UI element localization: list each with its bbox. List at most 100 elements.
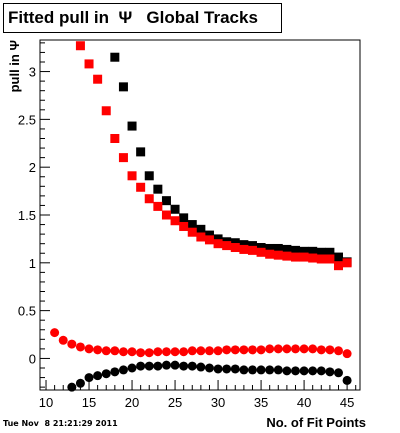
series-1-point — [161, 210, 171, 220]
series-1-point — [144, 194, 154, 204]
series-0-point — [308, 246, 318, 256]
series-2-point — [299, 344, 309, 354]
y-axis-label: pull in Ψ — [7, 40, 22, 92]
series-2-point — [179, 347, 189, 357]
series-3-point — [213, 364, 223, 374]
series-1-point — [333, 261, 343, 271]
series-1-point — [213, 239, 223, 249]
series-2-point — [333, 346, 343, 356]
series-3-point — [110, 367, 120, 377]
series-2-point — [247, 345, 257, 355]
series-0-point — [299, 246, 309, 256]
series-1-point — [247, 245, 257, 255]
series-0-point — [273, 243, 283, 253]
series-0-point — [170, 204, 180, 214]
series-1-point — [101, 106, 111, 116]
series-3-point — [75, 378, 85, 388]
series-1-point — [239, 244, 249, 254]
x-tick-label: 45 — [340, 395, 354, 410]
series-3-point — [290, 366, 300, 376]
x-tick-label: 40 — [297, 395, 311, 410]
series-3-point — [196, 362, 206, 372]
series-0-point — [265, 243, 275, 253]
series-1-point — [110, 133, 120, 143]
x-tick-label: 35 — [254, 395, 268, 410]
series-1-point — [118, 153, 128, 163]
axis-labels: 10 15 20 25 30 35 40 45 0 0.5 1 1.5 2 2.5 3 No. of Fit … — [7, 40, 366, 430]
timestamp-label: Tue Nov 8 21:21:29 2011 — [3, 419, 118, 428]
x-tick-label: 30 — [211, 395, 225, 410]
series-3-point — [101, 369, 111, 379]
series-3-point — [67, 382, 77, 392]
series-3-point — [230, 364, 240, 374]
series-3-point — [325, 367, 335, 377]
series-0-point — [204, 230, 214, 240]
series-3-point — [342, 375, 352, 385]
series-0-point — [316, 247, 326, 257]
series-3-point — [153, 361, 163, 371]
series-0-point — [161, 196, 171, 206]
series-3-point — [136, 361, 146, 371]
series-2-point — [222, 345, 232, 355]
series-1-point — [196, 232, 206, 242]
series-0-point — [144, 171, 154, 181]
data-points — [50, 41, 352, 392]
x-axis-label: No. of Fit Points — [266, 415, 366, 430]
series-0-point — [187, 220, 197, 230]
series-3-point — [93, 371, 103, 381]
series-1-point — [299, 252, 309, 262]
series-2-point — [118, 347, 128, 357]
series-0-point — [213, 234, 223, 244]
series-3-point — [179, 361, 189, 371]
series-1-point — [75, 41, 85, 51]
series-3-point — [204, 363, 214, 373]
series-3-point — [239, 365, 249, 375]
series-3-point — [118, 365, 128, 375]
series-3-point — [299, 366, 309, 376]
series-2-point — [325, 345, 335, 355]
series-3-point — [256, 365, 266, 375]
series-0-point — [290, 245, 300, 255]
series-1-point — [316, 254, 326, 264]
x-tick-label: 15 — [82, 395, 96, 410]
series-0-point — [136, 147, 146, 157]
x-tick-label: 25 — [168, 395, 182, 410]
series-2-point — [161, 347, 171, 357]
series-0-point — [230, 238, 240, 248]
series-2-point — [170, 347, 180, 357]
series-0-point — [127, 121, 137, 131]
series-1-point — [282, 251, 292, 261]
series-1-point — [342, 258, 352, 268]
series-0-point — [239, 240, 249, 250]
series-2-point — [273, 344, 283, 354]
series-2-point — [67, 339, 77, 349]
series-1-point — [256, 247, 266, 257]
series-1-point — [325, 254, 335, 264]
series-3-point — [247, 365, 257, 375]
series-1-point — [84, 59, 94, 69]
axis-ticks — [40, 42, 357, 390]
series-0-point — [256, 243, 266, 253]
series-3-point — [316, 366, 326, 376]
series-1-point — [179, 221, 189, 231]
series-3-point — [84, 373, 94, 383]
series-3-point — [144, 361, 154, 371]
series-2-point — [342, 349, 352, 359]
series-0-point — [110, 52, 120, 62]
series-1-point — [230, 243, 240, 253]
series-2-point — [230, 345, 240, 355]
series-2-point — [213, 346, 223, 356]
series-1-point — [136, 182, 146, 192]
series-2-point — [50, 328, 60, 338]
series-2-point — [144, 348, 154, 358]
y-tick-label: 0 — [29, 351, 36, 366]
series-2-point — [75, 342, 85, 352]
series-2-point — [282, 344, 292, 354]
series-0-point — [282, 244, 292, 254]
y-tick-label: 2.5 — [18, 112, 36, 127]
series-3-point — [265, 365, 275, 375]
series-0-point — [179, 213, 189, 223]
x-tick-label: 20 — [125, 395, 139, 410]
series-1-point — [93, 74, 103, 84]
